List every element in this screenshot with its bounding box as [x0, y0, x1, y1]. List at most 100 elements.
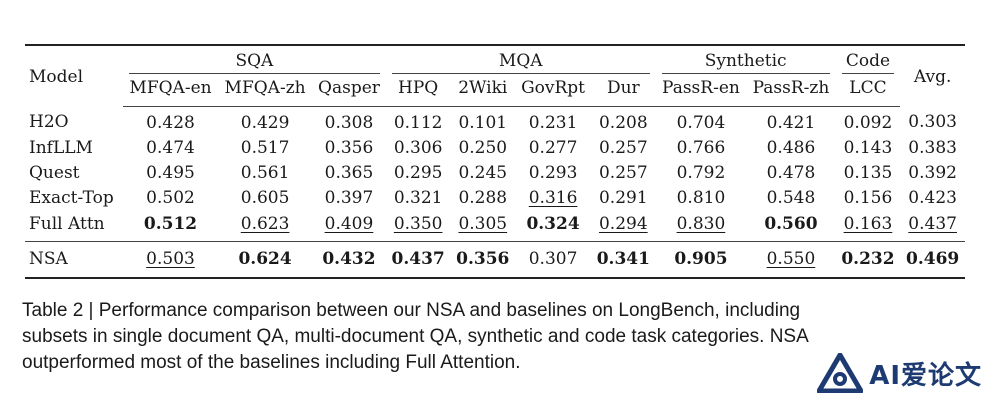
score-value: 0.356: [324, 137, 374, 158]
score-cell: 0.250: [450, 136, 515, 161]
score-cell: 0.324: [515, 211, 592, 242]
score-value: 0.830: [676, 213, 726, 234]
score-cell: 0.277: [515, 136, 591, 161]
score-value: 0.257: [598, 137, 648, 158]
score-cell: 0.288: [450, 186, 515, 211]
score-cell: 0.112: [386, 106, 451, 136]
table-row: InfLLM 0.474 0.517 0.356 0.306 0.250 0.277 0.25…: [25, 136, 965, 161]
score-cell: 0.474: [123, 136, 218, 161]
score-value: 0.295: [393, 163, 443, 183]
score-cell: 0.503: [122, 240, 219, 279]
score-value: 0.250: [458, 137, 508, 158]
score-value: 0.208: [598, 112, 648, 133]
score-value: 0.288: [458, 188, 508, 209]
score-cell: 0.232: [835, 240, 901, 279]
table-row: Full Attn 0.512 0.623 0.409 0.350 0.305 0.324 0…: [25, 211, 965, 242]
ai-logo-icon: [817, 353, 864, 393]
score-cell: 0.792: [656, 161, 747, 186]
score-cell: 0.208: [591, 106, 656, 136]
score-value: 0.341: [596, 248, 650, 269]
score-cell: 0.421: [746, 106, 835, 136]
score-cell: 0.257: [591, 161, 656, 186]
table-caption: Table 2 | Performance comparison between…: [22, 298, 982, 376]
score-cell: 0.303: [900, 106, 965, 136]
score-value: 0.432: [322, 248, 376, 269]
score-value: 0.605: [240, 188, 290, 209]
subset-header: LCC: [835, 74, 901, 107]
score-cell: 0.245: [450, 161, 515, 186]
score-cell: 0.305: [450, 211, 516, 242]
score-cell: 0.350: [385, 211, 451, 242]
score-cell: 0.392: [900, 161, 965, 186]
score-value: 0.101: [458, 112, 508, 133]
score-value: 0.365: [324, 163, 374, 183]
score-cell: 0.257: [591, 136, 656, 161]
score-cell: 0.561: [218, 161, 312, 186]
score-value: 0.810: [676, 188, 726, 209]
score-cell: 0.365: [312, 161, 386, 186]
score-value: 0.092: [843, 112, 893, 133]
model-column-header: Model: [29, 66, 84, 87]
score-value: 0.548: [766, 188, 816, 209]
subset-header: PassR-en: [655, 74, 747, 107]
score-cell: 0.316: [515, 186, 591, 211]
score-cell: 0.512: [122, 211, 219, 242]
score-value: 0.429: [240, 112, 290, 133]
score-cell: 0.486: [746, 136, 835, 161]
score-value: 0.291: [598, 188, 648, 209]
score-cell: 0.293: [515, 161, 591, 186]
score-cell: 0.306: [386, 136, 451, 161]
score-cell: 0.409: [312, 211, 386, 242]
score-cell: 0.766: [656, 136, 747, 161]
group-header: Synthetic: [656, 45, 836, 74]
score-value: 0.421: [766, 112, 816, 133]
score-value: 0.502: [146, 188, 195, 209]
score-value: 0.512: [143, 213, 198, 234]
score-cell: 0.469: [900, 240, 965, 279]
score-value: 0.316: [528, 188, 578, 209]
score-value: 0.469: [906, 248, 960, 269]
score-value: 0.561: [240, 163, 290, 183]
score-cell: 0.704: [656, 106, 747, 136]
model-name-cell: H2O: [29, 112, 69, 133]
table-row: Quest 0.495 0.561 0.365 0.295 0.245 0.293 0.257…: [25, 161, 965, 186]
score-value: 0.905: [674, 248, 728, 269]
table-row: H2O 0.428 0.429 0.308 0.112 0.101 0.231 0.208 0.…: [25, 106, 965, 136]
group-header: Code: [836, 45, 901, 74]
score-cell: 0.437: [900, 211, 965, 242]
score-value: 0.503: [146, 248, 195, 269]
score-value: 0.356: [456, 248, 510, 269]
score-value: 0.792: [676, 163, 726, 183]
avg-column-header: Avg.: [913, 66, 952, 87]
score-cell: 0.163: [835, 211, 901, 242]
score-cell: 0.291: [591, 186, 656, 211]
group-header: MQA: [386, 45, 656, 74]
score-cell: 0.143: [836, 136, 901, 161]
score-cell: 0.294: [591, 211, 656, 242]
score-cell: 0.321: [386, 186, 451, 211]
score-cell: 0.548: [746, 186, 835, 211]
score-value: 0.560: [764, 213, 818, 234]
model-name-cell: InfLLM: [29, 137, 93, 158]
score-value: 0.294: [598, 213, 648, 234]
score-cell: 0.423: [900, 186, 965, 211]
score-value: 0.135: [843, 163, 893, 183]
score-value: 0.112: [393, 112, 443, 133]
score-value: 0.437: [908, 213, 957, 234]
score-cell: 0.478: [746, 161, 835, 186]
score-value: 0.156: [843, 188, 893, 209]
subset-header: MFQA-en: [122, 74, 219, 107]
score-value: 0.428: [146, 112, 195, 133]
score-cell: 0.428: [123, 106, 218, 136]
score-value: 0.766: [676, 137, 726, 158]
score-value: 0.305: [458, 213, 508, 234]
score-value: 0.392: [908, 163, 957, 183]
score-cell: 0.307: [515, 240, 592, 279]
score-cell: 0.356: [450, 240, 516, 279]
model-name-cell: Exact-Top: [29, 188, 114, 209]
score-value: 0.307: [528, 248, 578, 269]
score-value: 0.474: [146, 137, 195, 158]
score-value: 0.550: [766, 248, 816, 269]
score-value: 0.303: [908, 112, 957, 133]
score-cell: 0.383: [900, 136, 965, 161]
